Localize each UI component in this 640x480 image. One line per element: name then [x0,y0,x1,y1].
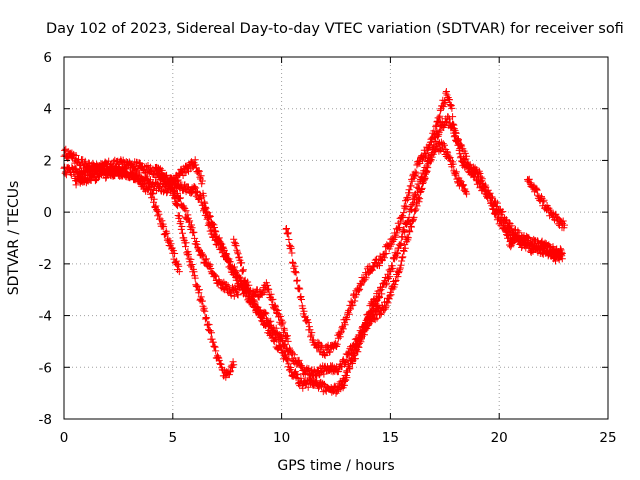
series-track-11 [502,224,518,251]
axis-ticks: 0 5 10 15 20 25 -8 -6 -4 -2 0 2 4 6 [39,50,617,446]
data-series [60,88,568,397]
y-axis-label: SDTVAR / TECUs [6,181,22,296]
x-tick-label: 0 [60,430,69,446]
x-tick-label: 20 [491,430,508,446]
series-markers [339,138,471,392]
series-track-7 [282,88,566,359]
plot-frame [63,56,609,420]
series-markers [502,224,518,251]
y-tick-label: 2 [43,153,52,169]
x-tick-label: 25 [599,430,616,446]
y-tick-label: -6 [39,360,52,376]
y-tick-label: 4 [43,102,52,118]
series-track-6 [230,235,292,345]
y-tick-label: -2 [39,257,52,273]
y-tick-label: 6 [43,50,52,66]
y-tick-label: -4 [39,309,52,325]
x-axis-label: GPS time / hours [277,458,394,474]
series-markers [347,113,566,367]
y-tick-label: -8 [39,412,52,428]
series-track-8 [347,113,566,367]
series-track-9 [339,138,471,392]
series-markers [230,235,292,345]
x-tick-label: 15 [382,430,399,446]
y-tick-label: 0 [43,205,52,221]
chart-title: Day 102 of 2023, Sidereal Day-to-day VTE… [46,21,624,37]
x-tick-label: 10 [273,430,290,446]
series-markers [524,175,568,232]
series-track-10 [524,175,568,232]
series-markers [282,88,566,359]
x-tick-label: 5 [169,430,178,446]
grid-lines [64,57,608,419]
